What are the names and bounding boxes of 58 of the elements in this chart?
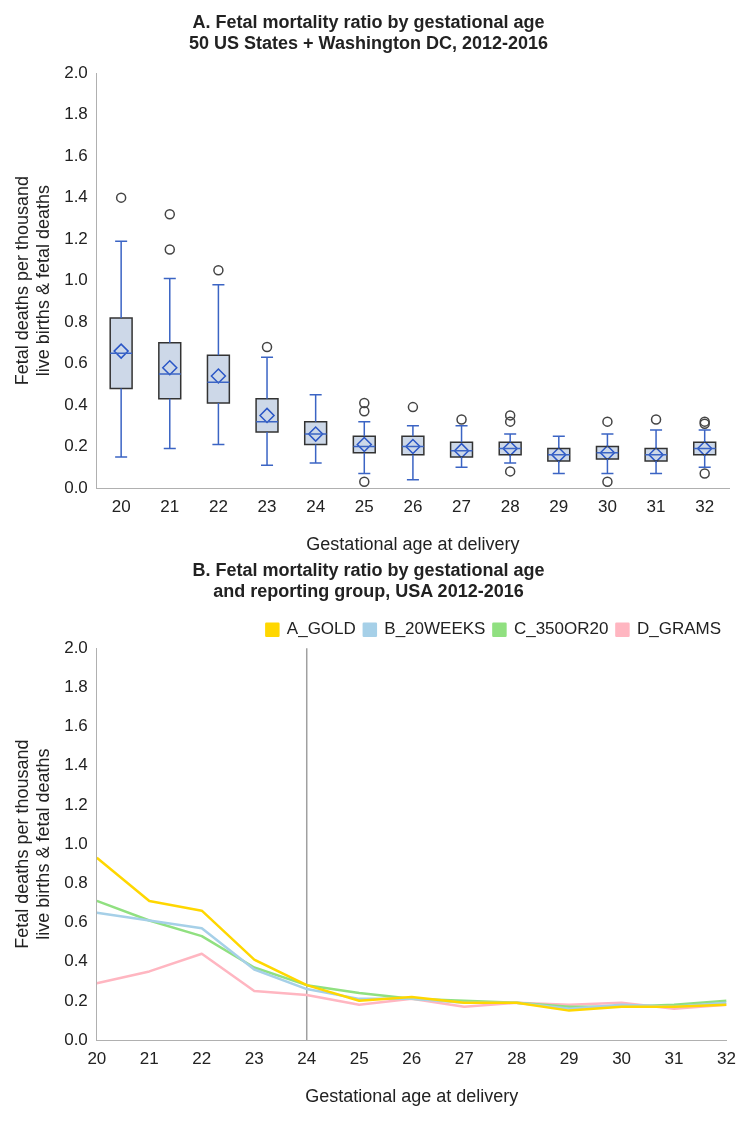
- y-tick-label: 1.0: [64, 270, 88, 290]
- x-tick-label: 20: [111, 496, 131, 516]
- y-tick-label: 0.8: [64, 872, 88, 892]
- x-tick-label: 26: [402, 1048, 422, 1068]
- x-tick-label: 23: [257, 496, 277, 516]
- legend-label: C_350OR20: [513, 619, 609, 639]
- y-tick-label: 0.4: [64, 394, 88, 414]
- y-tick-label: 0.6: [64, 353, 88, 373]
- chart-title: B. Fetal mortality ratio by gestational age and reporting group, USA 2012-2016: [192, 559, 545, 602]
- x-tick-label: 24: [306, 496, 326, 516]
- y-tick-label: 1.4: [64, 187, 88, 207]
- legend-label: D_GRAMS: [636, 619, 722, 639]
- y-tick-label: 1.2: [64, 228, 88, 248]
- x-axis-title: Gestational age at delivery: [305, 1086, 519, 1107]
- x-tick-label: 30: [612, 1048, 632, 1068]
- legend-label: A_GOLD: [286, 619, 356, 639]
- y-tick-label: 0.2: [64, 436, 88, 456]
- x-tick-label: 28: [507, 1048, 527, 1068]
- x-tick-label: 22: [208, 496, 228, 516]
- chart-title: A. Fetal mortality ratio by gestational age 50 US States + Washington DC, 2012-2016: [189, 11, 548, 54]
- x-tick-label: 25: [354, 496, 374, 516]
- x-tick-label: 24: [297, 1048, 317, 1068]
- x-tick-label: 26: [403, 496, 423, 516]
- x-axis-title: Gestational age at delivery: [306, 534, 520, 555]
- y-tick-label: 1.0: [64, 833, 88, 853]
- x-tick-label: 29: [559, 1048, 579, 1068]
- y-tick-label: 1.2: [64, 794, 88, 814]
- y-tick-label: 1.8: [64, 677, 88, 697]
- y-tick-label: 0.0: [64, 477, 88, 497]
- y-tick-label: 0.6: [64, 912, 88, 932]
- y-axis-title: Fetal deaths per thousand live births & fetal deaths: [11, 739, 54, 949]
- x-tick-label: 29: [549, 496, 569, 516]
- x-tick-label: 31: [646, 496, 666, 516]
- y-tick-label: 0.4: [64, 951, 88, 971]
- x-tick-label: 21: [139, 1048, 159, 1068]
- y-tick-label: 1.4: [64, 755, 88, 775]
- x-tick-label: 28: [500, 496, 520, 516]
- y-tick-label: 1.6: [64, 716, 88, 736]
- y-tick-label: 1.6: [64, 145, 88, 165]
- x-tick-label: 23: [244, 1048, 264, 1068]
- x-tick-label: 21: [160, 496, 180, 516]
- y-tick-label: 0.2: [64, 990, 88, 1010]
- x-tick-label: 27: [454, 1048, 474, 1068]
- x-tick-label: 20: [87, 1048, 107, 1068]
- x-tick-label: 32: [717, 1048, 737, 1068]
- x-tick-label: 27: [452, 496, 472, 516]
- x-tick-label: 30: [597, 496, 617, 516]
- legend-label: B_20WEEKS: [384, 619, 486, 639]
- y-tick-label: 2.0: [64, 62, 88, 82]
- y-axis-title: Fetal deaths per thousand live births & fetal deaths: [11, 176, 54, 386]
- x-tick-label: 22: [192, 1048, 212, 1068]
- y-tick-label: 0.0: [64, 1029, 88, 1049]
- y-tick-label: 1.8: [64, 104, 88, 124]
- x-tick-label: 32: [695, 496, 715, 516]
- x-tick-label: 25: [349, 1048, 369, 1068]
- y-tick-label: 0.8: [64, 311, 88, 331]
- x-tick-label: 31: [664, 1048, 684, 1068]
- y-tick-label: 2.0: [64, 637, 88, 657]
